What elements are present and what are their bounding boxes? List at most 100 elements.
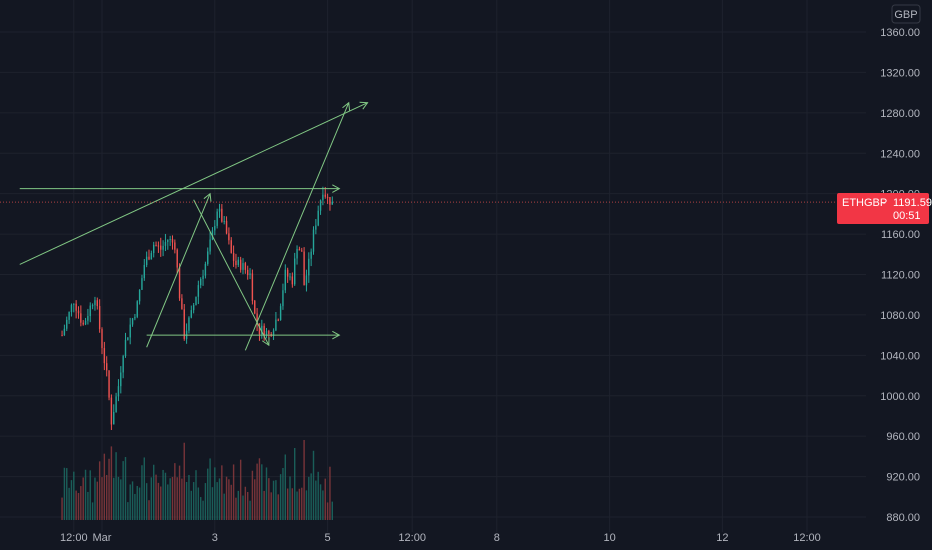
candle-body [319, 200, 322, 211]
candle-body [263, 325, 265, 336]
volume-bar [117, 476, 120, 520]
candle-body [131, 318, 134, 325]
candle-body [160, 245, 162, 250]
volume-bar [190, 490, 193, 520]
volume-bar [155, 474, 157, 520]
volume-bar [268, 478, 270, 520]
currency-badge[interactable]: GBP [891, 4, 921, 24]
volume-bar [317, 471, 319, 520]
volume-bar [75, 490, 77, 520]
volume-bar [143, 457, 146, 520]
volume-bar [232, 464, 235, 520]
volume-bar [171, 476, 174, 520]
volume-bar [195, 470, 197, 520]
volume-bar [282, 467, 284, 520]
volume-bar [152, 464, 155, 520]
candle-body [91, 305, 94, 307]
x-tick-label: 5 [325, 532, 331, 544]
volume-bar [261, 464, 263, 520]
volume-bar [251, 470, 254, 520]
candle-body [117, 386, 120, 397]
x-tick-label: 12:00 [398, 532, 426, 544]
y-tick-label: 880.00 [886, 512, 920, 524]
candle-body [87, 316, 89, 321]
volume-bar [249, 500, 251, 520]
time-axis[interactable]: 12:00 Mar 3 5 12:00 8 10 12 12:00 [60, 532, 821, 544]
candle-body [315, 225, 317, 230]
trend-line [244, 102, 350, 351]
volume-bar [293, 447, 296, 520]
y-tick-label: 920.00 [886, 472, 920, 484]
volume-bar [291, 488, 294, 520]
volume-bar [103, 453, 106, 520]
y-tick-label: 1120.00 [881, 270, 920, 282]
candle-body [235, 260, 237, 266]
candle-body [312, 229, 315, 252]
candle-body [256, 313, 258, 324]
volume-bar [188, 474, 190, 520]
trend-line-drawings[interactable] [19, 101, 369, 351]
volume-bar [254, 479, 256, 520]
volume-bar [305, 490, 308, 520]
volume-bar [66, 468, 68, 520]
volume-bar [256, 463, 258, 520]
volume-bar [216, 482, 218, 520]
volume-bar [202, 500, 204, 520]
candle-body [275, 319, 277, 331]
volume-bar [265, 467, 268, 520]
volume-bar [218, 478, 221, 520]
volume-bar [148, 500, 150, 520]
x-tick-label: 12:00 [60, 532, 88, 544]
volume-bar [94, 477, 96, 520]
volume-bar [157, 482, 160, 520]
candle-body [239, 259, 242, 270]
x-tick-label: Mar [93, 532, 112, 544]
trend-line-arrowhead [261, 337, 270, 347]
volume-bar [174, 463, 176, 520]
volume-bar [87, 491, 89, 520]
volume-bar [98, 461, 101, 520]
candle-body [169, 238, 171, 240]
candle-body [110, 397, 113, 425]
volume-bar [134, 493, 136, 520]
candle-body [176, 249, 178, 268]
y-tick-label: 1000.00 [880, 391, 920, 403]
candle-body [199, 279, 202, 286]
candle-body [202, 275, 204, 280]
candle-body [301, 250, 303, 252]
volume-bar [223, 493, 225, 520]
candle-body [331, 201, 334, 205]
last-price-tag: ETHGBP - 1191.59 00:51 [837, 193, 932, 224]
volume-bar [63, 467, 66, 520]
volume-bar [70, 480, 73, 520]
currency-label: GBP [894, 9, 917, 21]
y-tick-label: 1280.00 [880, 108, 920, 120]
candle-body [246, 269, 249, 276]
candle-body [244, 263, 247, 270]
volume-bar [315, 480, 317, 520]
chart-grid [0, 0, 866, 532]
volume-bar [183, 442, 185, 520]
volume-bar [308, 476, 310, 520]
candle-body [218, 208, 221, 212]
volume-bar [324, 478, 326, 520]
volume-bar [160, 486, 162, 520]
candle-body [268, 331, 270, 334]
candle-body [291, 276, 294, 285]
volume-bar [84, 469, 87, 520]
volume-bar [192, 482, 195, 520]
trend-line [193, 199, 270, 346]
volume-bar [91, 502, 94, 520]
candle-body [152, 244, 155, 254]
candle-body [289, 276, 291, 278]
volume-bar [303, 440, 305, 520]
volume-bar [61, 497, 63, 520]
volume-bars [61, 440, 334, 520]
volume-bar [244, 486, 247, 520]
price-axis[interactable]: 1360.001320.001280.001240.001200.001160.… [880, 27, 920, 524]
candle-body [284, 269, 287, 291]
candle-body [188, 317, 190, 331]
volume-bar [131, 481, 134, 520]
volume-bar [169, 478, 171, 520]
